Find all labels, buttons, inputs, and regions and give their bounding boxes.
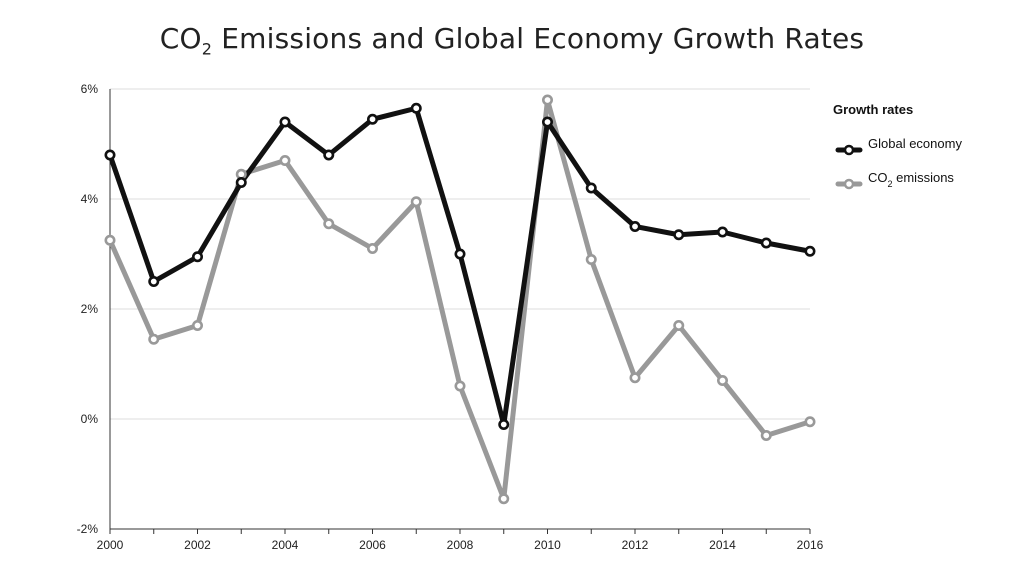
x-tick-label: 2002	[184, 538, 211, 552]
grid-lines	[110, 88, 810, 420]
data-point-global-economy	[804, 245, 816, 257]
data-point-co2-emissions	[673, 319, 685, 331]
data-point-global-economy	[279, 116, 291, 128]
y-tick-label: 6%	[81, 82, 99, 96]
data-point-co2-emissions	[104, 234, 116, 246]
data-point-global-economy	[629, 221, 641, 233]
x-tick-label: 2014	[709, 538, 736, 552]
data-point-global-economy	[541, 116, 553, 128]
data-point-global-economy	[410, 102, 422, 114]
axes	[109, 89, 811, 534]
legend: Growth rates Global economy CO2 emissions	[833, 102, 962, 190]
data-point-global-economy	[716, 226, 728, 238]
tick-labels: -2% 0% 2% 4% 6% 2000 2002 2004 2006 2008 2010 2012 2…	[77, 82, 824, 552]
series-points	[104, 94, 816, 505]
x-tick-label: 2000	[97, 538, 124, 552]
data-point-co2-emissions	[629, 372, 641, 384]
chart-title: CO2 Emissions and Global Economy Growth …	[159, 22, 865, 59]
series-line-co2-emissions	[107, 97, 813, 502]
x-tick-label: 2008	[447, 538, 474, 552]
x-tick-label: 2006	[359, 538, 386, 552]
data-point-global-economy	[673, 229, 685, 241]
data-point-co2-emissions	[279, 155, 291, 167]
series-lines	[107, 97, 813, 502]
data-point-co2-emissions	[454, 380, 466, 392]
data-point-global-economy	[585, 182, 597, 194]
data-point-co2-emissions	[541, 94, 553, 106]
legend-label: Global economy	[868, 136, 962, 151]
data-point-global-economy	[148, 275, 160, 287]
data-point-co2-emissions	[716, 374, 728, 386]
data-point-global-economy	[760, 237, 772, 249]
x-tick-label: 2004	[272, 538, 299, 552]
data-point-co2-emissions	[804, 416, 816, 428]
data-point-co2-emissions	[410, 196, 422, 208]
data-point-global-economy	[192, 251, 204, 263]
y-tick-label: 4%	[81, 192, 99, 206]
data-point-global-economy	[454, 248, 466, 260]
legend-swatch-marker	[843, 178, 855, 190]
legend-label: CO2 emissions	[868, 170, 954, 189]
data-point-global-economy	[235, 177, 247, 189]
data-point-co2-emissions	[366, 243, 378, 255]
legend-swatch-marker	[843, 144, 855, 156]
legend-title: Growth rates	[833, 102, 913, 117]
data-point-co2-emissions	[760, 429, 772, 441]
data-point-co2-emissions	[148, 333, 160, 345]
x-tick-label: 2012	[622, 538, 649, 552]
data-point-co2-emissions	[192, 319, 204, 331]
data-point-co2-emissions	[585, 254, 597, 266]
data-point-co2-emissions	[323, 218, 335, 230]
x-tick-label: 2010	[534, 538, 561, 552]
y-tick-label: 0%	[81, 412, 99, 426]
x-tick-label: 2016	[797, 538, 824, 552]
data-point-global-economy	[104, 149, 116, 161]
y-tick-label: 2%	[81, 302, 99, 316]
data-point-global-economy	[498, 418, 510, 430]
data-point-global-economy	[323, 149, 335, 161]
data-point-co2-emissions	[498, 493, 510, 505]
y-tick-label: -2%	[77, 522, 99, 536]
data-point-global-economy	[366, 113, 378, 125]
